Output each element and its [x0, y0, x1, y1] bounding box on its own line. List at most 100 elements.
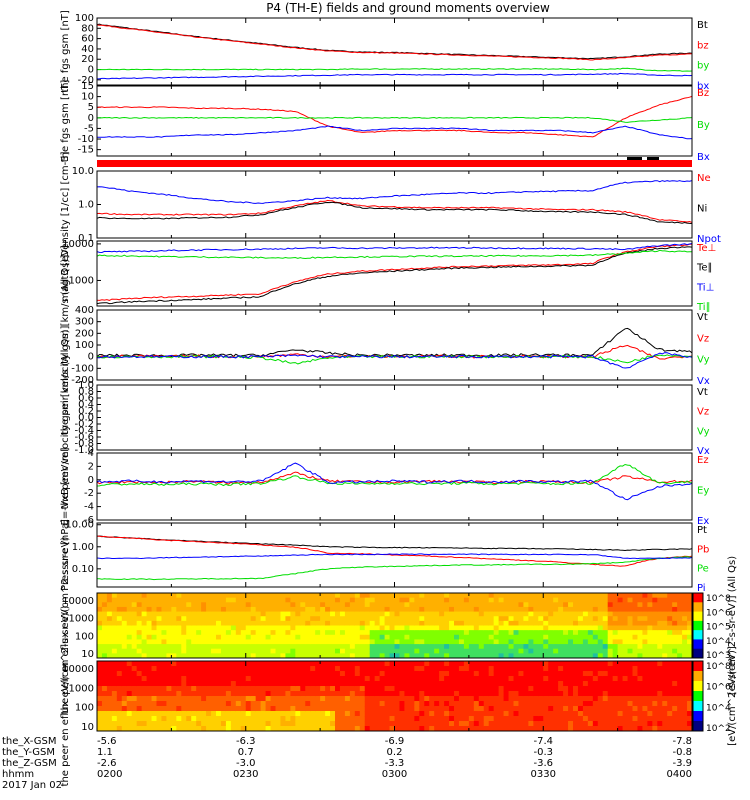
- date-label: 2017 Jan 02: [2, 780, 62, 791]
- ephem-value: -3.9: [672, 758, 692, 769]
- ytick-label: 10.00: [65, 520, 94, 531]
- chart-title: P4 (TH-E) fields and ground moments over…: [266, 1, 550, 15]
- panel-9: the peir en eflux eV/(cm^2-s-sr-eV) 10^8 1…: [60, 537, 738, 715]
- legend-Vx: Vx: [697, 446, 710, 457]
- legend-Vz: Vz: [697, 407, 709, 418]
- panel-5-ylabel: the peir velocity gsm [km/s (All Qs)]: [60, 255, 71, 436]
- ytick-label: -200: [71, 375, 94, 386]
- ytick-label: 40: [81, 44, 94, 55]
- ytick-label: 0: [88, 352, 94, 363]
- ephem-label: the_Z-GSM: [2, 758, 57, 769]
- series-Npot: [96, 180, 693, 204]
- panel-7: E=-VxB [mV/m] 4 2 0 -2 -4 -6 Ez Ey Ex: [60, 447, 709, 527]
- ytick-label: 0.6: [78, 393, 94, 404]
- ytick-label: 4: [88, 448, 94, 459]
- ytick-label: 80: [81, 23, 94, 34]
- legend-Vx: Vx: [697, 376, 710, 387]
- series-Ni: [96, 201, 693, 224]
- series-Bz: [96, 95, 693, 138]
- legend-Pt: Pt: [697, 525, 707, 536]
- ytick-label: 1.0: [78, 200, 94, 211]
- legend-Npot: Npot: [697, 234, 721, 245]
- legend-Ti⊥: Ti⊥: [696, 282, 714, 293]
- panel-8-ylabel: Pressure [nPa]: [60, 519, 71, 591]
- ytick-label: -5: [84, 123, 94, 134]
- ytick-label: -4: [84, 502, 94, 513]
- panel-6-ylabel: the peer velocity gsm [km/s (All Qs)]: [60, 325, 71, 509]
- ytick-label: -0.4: [74, 426, 94, 437]
- ytick-label: -0.2: [74, 419, 94, 430]
- legend-By: By: [697, 120, 710, 131]
- ephem-value: 0300: [382, 769, 407, 780]
- series-Te⊥: [96, 243, 692, 301]
- colorbar-tick: 10^6: [706, 683, 731, 693]
- series-Ex: [96, 462, 693, 501]
- ephem-value: -7.4: [533, 736, 553, 747]
- ytick-label: 0.2: [78, 406, 94, 417]
- legend-Ne: Ne: [697, 173, 711, 184]
- status-bar: [97, 160, 692, 167]
- ytick-label: -10: [78, 134, 94, 145]
- colorbar-9: 10^8 10^6 10^5 10^4 10^3[eV/(cm^2-s-sr-eV)] …: [692, 556, 738, 695]
- colorbar-label: [eV/(cm^2-s-sr-eV)]: [727, 646, 738, 746]
- series-bz: [96, 24, 693, 61]
- ytick-label: 0.8: [78, 387, 94, 398]
- ephem-label: the_X-GSM: [2, 736, 56, 747]
- panel-9-ylabel: the peir en eflux eV/(cm^2-s-sr-eV): [60, 537, 71, 715]
- ephem-value: -7.8: [672, 736, 692, 747]
- series-Vy: [96, 354, 692, 365]
- ytick-label: 0.10: [72, 564, 94, 575]
- ytick-label: -1.0: [74, 445, 94, 456]
- legend-bz: bz: [697, 40, 709, 51]
- colorbar-tick: 10^2: [706, 724, 731, 734]
- panel-10: the peer en eflux eV/(cm^2-s-sr-eV) 10^81…: [60, 605, 738, 786]
- ephem-value: 0230: [233, 769, 258, 780]
- legend-Vz: Vz: [697, 333, 709, 344]
- legend-Bz: Bz: [697, 88, 709, 99]
- ephem-value: 0330: [531, 769, 556, 780]
- ephem-value: -2.6: [97, 758, 117, 769]
- panel-10-ylabel: the peer en eflux eV/(cm^2-s-sr-eV): [60, 605, 71, 786]
- legend-Ez: Ez: [697, 455, 709, 466]
- colorbar-tick: 10^8: [706, 662, 731, 672]
- ytick-label: 1000: [69, 275, 94, 286]
- ytick-label: 200: [75, 328, 94, 339]
- ephem-value: -5.6: [97, 736, 117, 747]
- colorbar-10: 10^8 10^6 10^4 10^2[eV/(cm^2-s-sr-eV)]: [692, 646, 738, 746]
- ytick-label: -6: [84, 515, 94, 526]
- panel-frame: [96, 384, 693, 451]
- panel-5: the peir velocity gsm [km/s (All Qs)] 400…: [60, 255, 710, 436]
- series-bx: [96, 72, 693, 80]
- legend-Ey: Ey: [697, 486, 709, 497]
- legend-Vy: Vy: [697, 426, 710, 437]
- colorbar-tick: 10^4: [706, 703, 731, 713]
- legend-Pi: Pi: [697, 583, 706, 594]
- ephem-value: 0200: [97, 769, 122, 780]
- colorbar-tick: 10^5: [706, 623, 731, 633]
- ytick-label: 5: [88, 102, 94, 113]
- status-bar-marker: [647, 157, 659, 160]
- series-Vx: [96, 352, 693, 369]
- ytick-label: 1.00: [72, 542, 94, 553]
- colorbar-label: [eV/(cm^2-s-sr-eV)] (All Qs): [727, 556, 738, 695]
- ytick-label: 0: [88, 113, 94, 124]
- series-Bx: [97, 125, 693, 140]
- panel-3: Density [1/cc] [cm-3] 10.0 1.0 0.1 Ne Ni Npot: [60, 151, 721, 257]
- legend-Te∥: Te∥: [696, 263, 713, 274]
- series-Ne: [96, 199, 693, 223]
- panel-2-ylabel: the fgs gsm [nT]: [60, 80, 71, 163]
- status-bar-marker: [627, 157, 642, 160]
- ytick-label: -0.6: [74, 432, 94, 443]
- series-Bt: [96, 23, 693, 60]
- ytick-label: 300: [75, 317, 94, 328]
- ephem-value: 0.2: [387, 747, 403, 758]
- panel-frame: [96, 170, 693, 239]
- series-Pt: [96, 535, 693, 552]
- ytick-label: -20: [78, 75, 94, 86]
- series-Te∥: [96, 246, 693, 305]
- colorbar-tick: 10^4: [706, 637, 731, 647]
- ytick-label: 400: [75, 305, 94, 316]
- series-Pi: [96, 553, 693, 560]
- ephem-value: 0.7: [238, 747, 254, 758]
